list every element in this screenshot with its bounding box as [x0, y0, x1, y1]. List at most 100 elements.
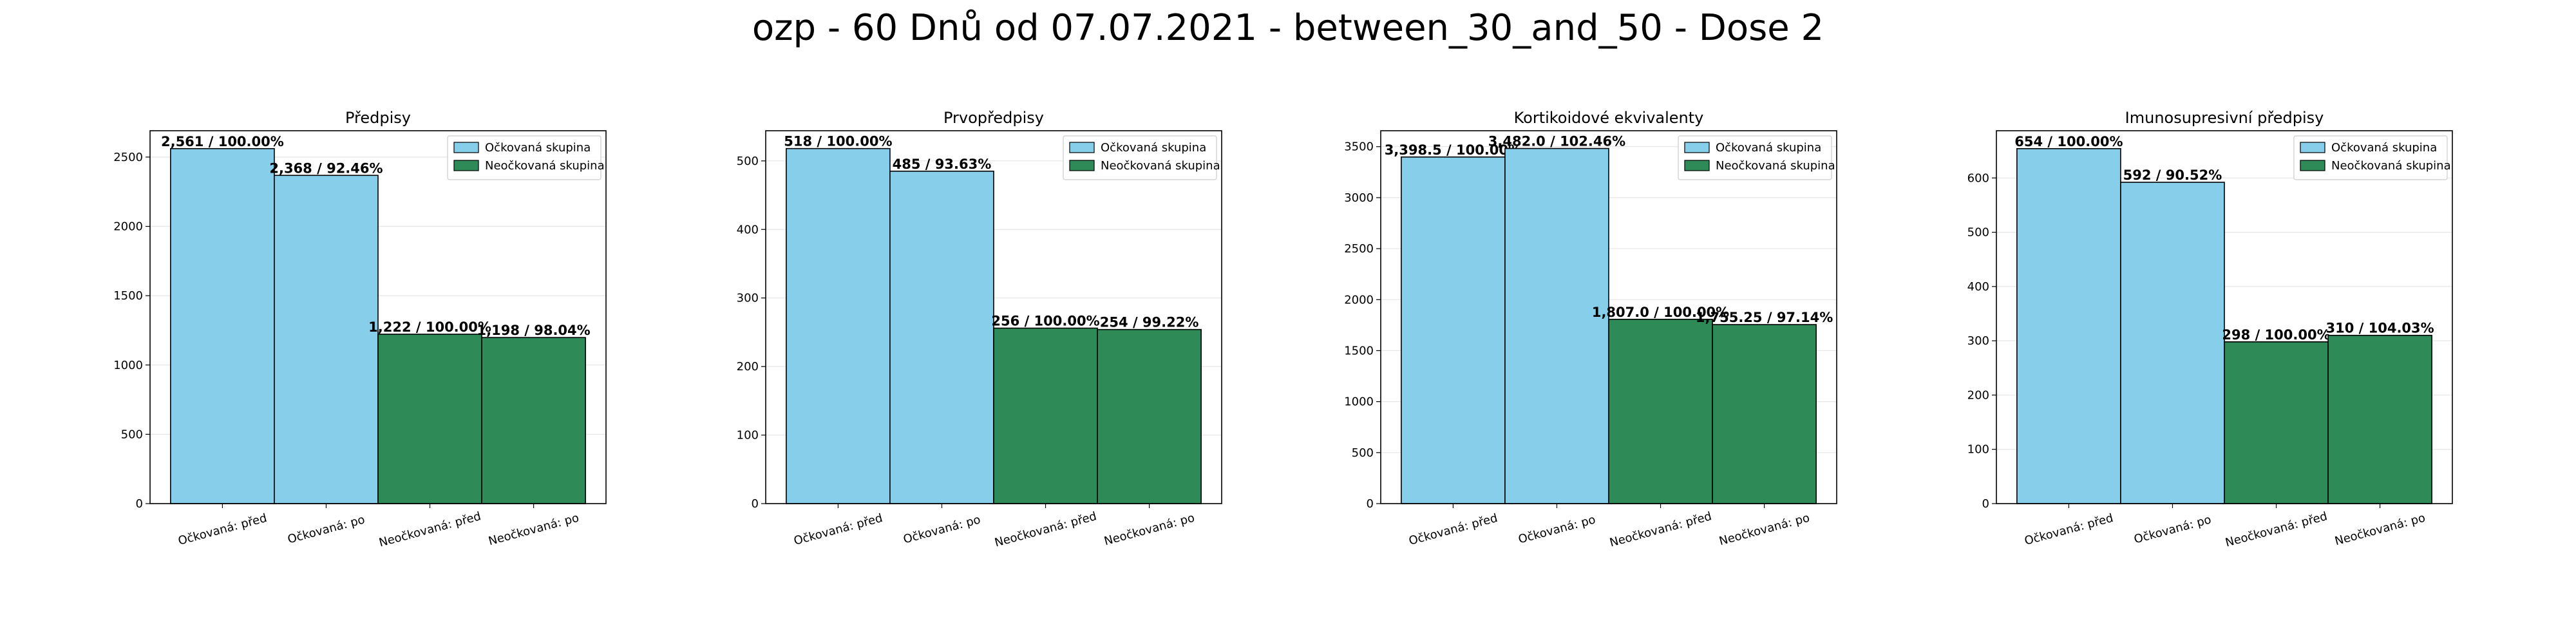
y-tick-label: 500 [1352, 446, 1374, 460]
legend-swatch [453, 160, 479, 171]
y-tick-label: 0 [752, 497, 759, 511]
y-tick-label: 0 [1982, 497, 1989, 511]
y-tick-label: 0 [136, 497, 143, 511]
legend-swatch [2300, 160, 2325, 171]
y-tick-label: 2000 [1344, 293, 1374, 307]
legend-label: Očkovaná skupina [2331, 141, 2437, 155]
y-tick-label: 500 [1967, 226, 1989, 240]
bar [274, 175, 379, 504]
bar-value-label: 3,398.5 / 100.00% [1385, 142, 1522, 158]
legend-swatch [2300, 142, 2325, 153]
bar [377, 334, 482, 504]
bar-value-label: 654 / 100.00% [2014, 134, 2123, 149]
bar-value-label: 1,198 / 98.04% [477, 323, 591, 338]
bar-value-label: 592 / 90.52% [2123, 167, 2222, 183]
y-tick-label: 100 [1967, 443, 1989, 457]
y-tick-label: 3500 [1344, 140, 1374, 154]
chart-panel: 0 500 1000 1500 2000 2500 2,561 / 100.00% Očkov… [113, 109, 607, 550]
y-tick-label: 100 [737, 429, 759, 442]
bar-value-label: 2,368 / 92.46% [269, 160, 383, 176]
axes-frame [1996, 130, 2453, 504]
bar-value-label: 1,807.0 / 100.00% [1592, 305, 1729, 320]
chart-title: Kortikoidové ekvivalenty [1514, 109, 1704, 127]
x-tick-label: Neočkovaná: po [1103, 511, 1196, 549]
legend-swatch [1684, 160, 1710, 171]
y-tick-label: 2500 [1344, 242, 1374, 256]
axes-frame [1380, 130, 1837, 504]
legend-swatch [1069, 142, 1095, 153]
bar-value-label: 1,222 / 100.00% [368, 319, 491, 335]
bar-value-label: 485 / 93.63% [893, 156, 992, 172]
y-tick-label: 400 [1967, 280, 1989, 294]
x-tick-label: Neočkovaná: po [1718, 511, 1811, 549]
y-tick-label: 1000 [113, 359, 143, 372]
bar [889, 170, 994, 504]
legend-box [2293, 135, 2448, 180]
y-tick-label: 500 [737, 155, 759, 168]
x-tick-label: Očkovaná: před [176, 511, 268, 548]
chart-panel: 0 100 200 300 400 500 600 654 / 100.00% Očkovaná… [1967, 109, 2453, 550]
figure-title: ozp - 60 Dnů od 07.07.2021 - between_30_… [752, 7, 1824, 49]
legend-label: Neočkovaná skupina [1716, 159, 1835, 173]
x-tick-label: Očkovaná: před [792, 511, 884, 548]
x-tick-label: Očkovaná: po [286, 513, 366, 546]
bar [2327, 334, 2432, 504]
bar [993, 327, 1098, 504]
bar [2120, 182, 2225, 504]
bar [1504, 147, 1609, 504]
legend-label: Očkovaná skupina [1101, 141, 1206, 155]
legend-box [1063, 135, 1217, 180]
legend-label: Neočkovaná skupina [1101, 159, 1220, 173]
y-tick-label: 300 [737, 292, 759, 305]
bar-value-label: 310 / 104.03% [2325, 321, 2434, 336]
x-tick-label: Neočkovaná: před [2224, 509, 2329, 549]
y-tick-label: 500 [121, 428, 143, 441]
bar [786, 147, 891, 504]
x-tick-label: Očkovaná: před [2023, 511, 2114, 548]
x-tick-label: Neočkovaná: před [377, 509, 482, 549]
bar-value-label: 254 / 99.22% [1100, 315, 1199, 330]
bar-value-label: 2,561 / 100.00% [161, 134, 284, 149]
y-tick-label: 1500 [1344, 344, 1374, 357]
bar-value-label: 3,482.0 / 102.46% [1488, 134, 1625, 149]
bar [1401, 156, 1506, 504]
bar-value-label: 256 / 100.00% [991, 314, 1099, 329]
x-tick-label: Očkovaná: po [902, 513, 981, 546]
legend-label: Neočkovaná skupina [2331, 159, 2451, 173]
y-tick-label: 2000 [113, 220, 143, 234]
chart-title: Prvopředpisy [943, 109, 1044, 127]
axes-frame [149, 130, 607, 504]
y-tick-label: 1500 [113, 289, 143, 303]
legend-box [1678, 135, 1832, 180]
bar [1097, 328, 1202, 504]
chart-panel: 0 100 200 300 400 500 518 / 100.00% Očkovaná: p… [737, 109, 1222, 550]
bar-value-label: 518 / 100.00% [784, 134, 892, 149]
x-tick-label: Očkovaná: po [2132, 513, 2212, 546]
legend-label: Očkovaná skupina [485, 141, 591, 155]
x-tick-label: Neočkovaná: po [487, 511, 580, 549]
legend-swatch [453, 142, 479, 153]
y-tick-label: 200 [737, 360, 759, 374]
axes-frame [765, 130, 1222, 504]
x-tick-label: Očkovaná: před [1407, 511, 1499, 548]
y-tick-label: 1000 [1344, 395, 1374, 409]
legend-label: Očkovaná skupina [1716, 141, 1821, 155]
y-tick-label: 2500 [113, 151, 143, 164]
bar [2224, 341, 2329, 504]
chart-title: Imunosupresivní předpisy [2125, 109, 2324, 127]
bar-value-label: 298 / 100.00% [2222, 327, 2330, 343]
legend-label: Neočkovaná skupina [485, 159, 605, 173]
chart-panel: 0 500 1000 1500 2000 2500 3000 3500 3,398.5 / 10… [1344, 109, 1837, 550]
y-tick-label: 600 [1967, 171, 1989, 185]
bar [481, 337, 586, 504]
y-tick-label: 400 [737, 223, 759, 236]
chart-title: Předpisy [345, 109, 411, 127]
bar [1712, 324, 1817, 504]
legend-swatch [1684, 142, 1710, 153]
y-tick-label: 3000 [1344, 191, 1374, 205]
x-tick-label: Neočkovaná: před [1608, 509, 1713, 549]
x-tick-label: Neočkovaná: po [2333, 511, 2427, 549]
bar [2016, 148, 2121, 504]
